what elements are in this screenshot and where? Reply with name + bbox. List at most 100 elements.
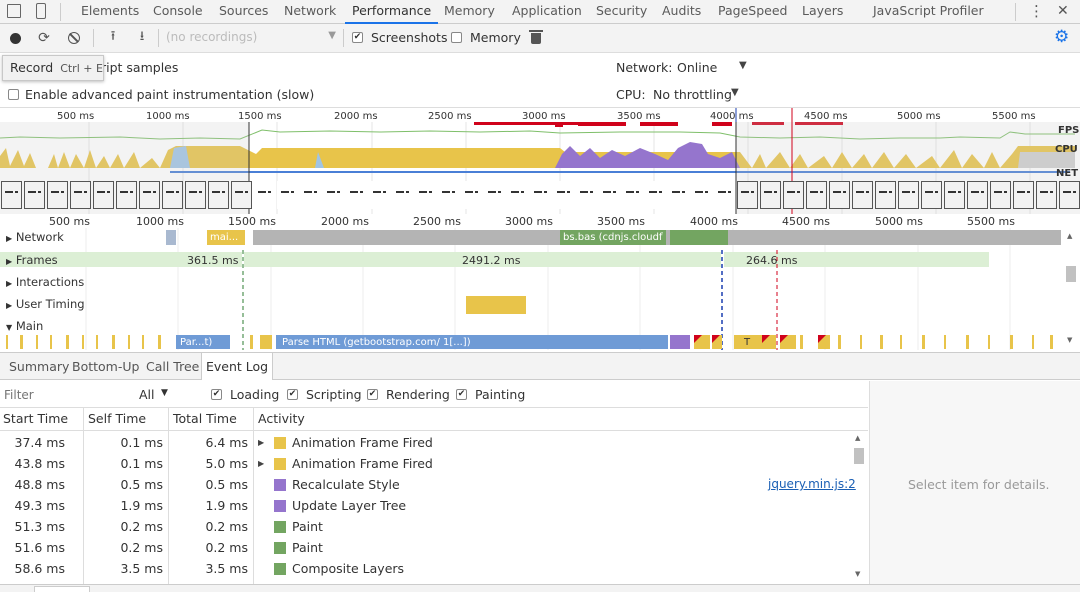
cpu-throttle-select[interactable]: No throttling ▼ [653, 87, 745, 102]
tab-javascript-profiler[interactable]: JavaScript Profiler [873, 3, 984, 18]
category-dropdown[interactable]: All ▼ [139, 387, 171, 402]
capture-settings-gear-icon[interactable]: ⚙ [1054, 27, 1070, 47]
expand-arrow-icon: ▶ [6, 279, 13, 288]
self-time-cell: 1.9 ms [120, 498, 163, 513]
flame-scrollbar[interactable]: ▲ ▼ [1064, 230, 1078, 350]
category-color-swatch [274, 542, 286, 554]
load-profile-button[interactable]: ⭱ [103, 28, 123, 48]
save-profile-button[interactable]: ⭳ [132, 28, 152, 48]
event-log-header: Start Time Self Time Total Time Activity [0, 408, 868, 584]
tab-layers[interactable]: Layers [802, 3, 844, 18]
screenshot-frame [990, 181, 1011, 209]
track-network[interactable]: ▶ Network [6, 230, 64, 244]
download-icon: ⭳ [139, 29, 145, 44]
scroll-thumb[interactable] [854, 448, 864, 464]
column-total-time[interactable]: Total Time [173, 411, 237, 426]
category-dropdown-value: All [139, 387, 155, 402]
screenshot-frame [1013, 181, 1034, 209]
scroll-up-icon[interactable]: ▲ [855, 434, 861, 442]
device-toolbar-icon[interactable] [36, 3, 46, 19]
main-task-label: T [744, 337, 751, 348]
screenshots-checkbox[interactable]: ✔ [352, 32, 363, 43]
expand-arrow-icon[interactable]: ▶ [258, 459, 265, 468]
inspect-element-icon[interactable] [7, 4, 21, 18]
table-row[interactable]: 58.6 ms 3.5 ms 3.5 ms Composite Layers [0, 558, 852, 579]
toolbar-separator [343, 29, 344, 47]
total-time-cell: 1.9 ms [205, 498, 248, 513]
screenshot-frame [461, 181, 482, 209]
table-row[interactable]: 49.3 ms 1.9 ms 1.9 ms Update Layer Tree [0, 495, 852, 516]
close-icon[interactable]: ✕ [1057, 3, 1069, 19]
tab-pagespeed[interactable]: PageSpeed [718, 3, 788, 18]
screenshot-frame [760, 181, 781, 209]
screenshot-frame [369, 181, 390, 209]
record-button[interactable] [5, 28, 25, 48]
profile-select[interactable]: (no recordings) ▼ [166, 30, 338, 47]
track-interactions[interactable]: ▶ Interactions [6, 275, 84, 289]
chevron-down-icon: ▼ [731, 87, 739, 98]
capture-settings-pane: ript samples Enable advanced paint instr… [0, 54, 1080, 108]
scripting-checkbox[interactable]: ✔ [287, 389, 298, 400]
scroll-thumb[interactable] [1066, 266, 1076, 282]
tab-application[interactable]: Application [512, 3, 582, 18]
tab-elements[interactable]: Elements [81, 3, 140, 18]
memory-checkbox[interactable] [451, 32, 462, 43]
track-user-timing-label: User Timing [15, 297, 85, 311]
table-row[interactable]: 37.4 ms 0.1 ms 6.4 ms ▶ Animation Frame Fire… [0, 432, 852, 453]
filter-input[interactable] [4, 386, 126, 403]
tab-console[interactable]: Console [153, 3, 203, 18]
start-time-cell: 58.6 ms [14, 561, 66, 576]
overview-tick: 5500 ms [992, 111, 1036, 122]
reload-record-button[interactable]: ⟳ [34, 28, 54, 48]
event-log-scrollbar[interactable]: ▲ ▼ [852, 432, 866, 584]
track-user-timing[interactable]: ▶ User Timing [6, 297, 85, 311]
tab-audits[interactable]: Audits [662, 3, 702, 18]
timeline-overview[interactable]: 500 ms 1000 ms 1500 ms 2000 ms 2500 ms 3… [0, 108, 1080, 214]
loading-checkbox[interactable]: ✔ [211, 389, 222, 400]
category-color-swatch [274, 458, 286, 470]
column-start-time[interactable]: Start Time [3, 411, 69, 426]
track-frames[interactable]: ▶ Frames [6, 253, 58, 267]
tab-performance[interactable]: Performance [345, 0, 439, 24]
tab-memory[interactable]: Memory [444, 3, 495, 18]
column-self-time[interactable]: Self Time [88, 411, 147, 426]
tab-bottom-up[interactable]: Bottom-Up [72, 359, 140, 374]
table-row[interactable]: 51.3 ms 0.2 ms 0.2 ms Paint [0, 516, 852, 537]
column-activity[interactable]: Activity [258, 411, 305, 426]
source-link[interactable]: jquery.min.js:2 [768, 477, 856, 491]
main-task-label: Par...t) [180, 337, 213, 348]
screenshot-frame [24, 181, 45, 209]
scroll-down-icon[interactable]: ▼ [1067, 336, 1073, 344]
table-row[interactable]: 48.8 ms 0.5 ms 0.5 ms Recalculate Style jque… [0, 474, 856, 495]
more-options-icon[interactable]: ⋮ [1029, 2, 1044, 20]
clear-button[interactable] [64, 28, 84, 48]
scroll-up-icon[interactable]: ▲ [1067, 232, 1073, 240]
collect-garbage-button[interactable] [529, 29, 543, 45]
track-main[interactable]: ▼ Main [6, 319, 43, 333]
tab-sources[interactable]: Sources [219, 3, 269, 18]
table-row[interactable]: 51.6 ms 0.2 ms 0.2 ms Paint [0, 537, 852, 558]
activity-cell: Update Layer Tree [292, 498, 407, 513]
scripting-label: Scripting [306, 387, 362, 402]
drawer-tab[interactable] [34, 586, 90, 592]
tab-summary[interactable]: Summary [9, 359, 70, 374]
advanced-paint-checkbox[interactable] [8, 89, 19, 100]
scroll-down-icon[interactable]: ▼ [855, 570, 861, 578]
tab-security[interactable]: Security [596, 3, 648, 18]
screenshot-frame [576, 181, 597, 209]
category-color-swatch [274, 521, 286, 533]
screenshot-frame [254, 181, 275, 209]
chevron-down-icon: ▼ [161, 388, 168, 398]
network-throttle-select[interactable]: Online ▼ [677, 60, 753, 75]
flame-chart[interactable]: 500 ms 1000 ms 1500 ms 2000 ms 2500 ms 3… [0, 214, 1080, 350]
expand-arrow-icon[interactable]: ▶ [258, 438, 265, 447]
tab-call-tree[interactable]: Call Tree [146, 359, 200, 374]
painting-checkbox[interactable]: ✔ [456, 389, 467, 400]
tab-network[interactable]: Network [284, 3, 337, 18]
tab-event-log[interactable]: Event Log [201, 353, 274, 380]
flame-tick: 5500 ms [967, 215, 1015, 228]
cpu-label: CPU [1055, 144, 1078, 155]
rendering-checkbox[interactable]: ✔ [367, 389, 378, 400]
table-row[interactable]: 43.8 ms 0.1 ms 5.0 ms ▶ Animation Frame Fire… [0, 453, 852, 474]
screenshot-frame [392, 181, 413, 209]
